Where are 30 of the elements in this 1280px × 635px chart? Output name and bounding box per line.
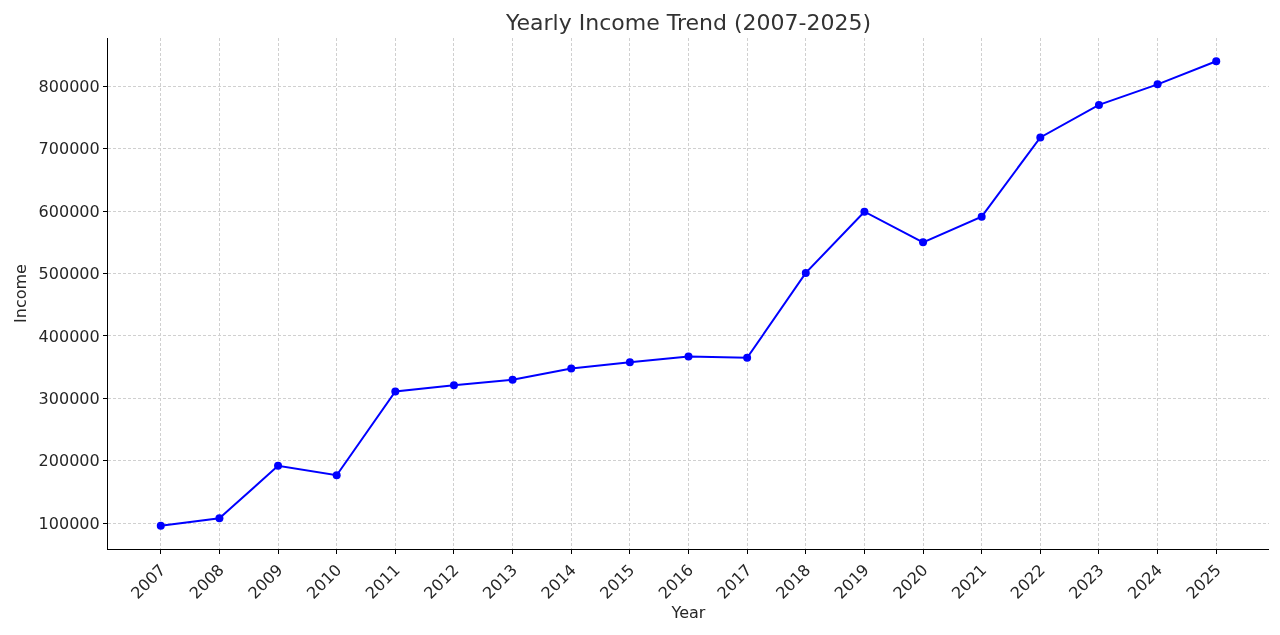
point: [801, 268, 810, 277]
point: [1094, 100, 1103, 109]
point: [567, 364, 576, 373]
point: [332, 471, 341, 480]
point: [977, 212, 986, 221]
point: [625, 358, 634, 367]
point: [1212, 57, 1221, 66]
point: [508, 375, 517, 384]
y-tick-label: 200000: [38, 451, 100, 471]
point: [743, 353, 752, 362]
point: [391, 387, 400, 396]
point: [449, 381, 458, 390]
point: [1153, 80, 1162, 89]
y-tick-label: 800000: [38, 76, 100, 96]
point: [156, 521, 165, 530]
point: [684, 352, 693, 361]
y-tick-label: 300000: [38, 389, 100, 408]
y-tick-label: 600000: [38, 201, 100, 221]
y-tick-label: 500000: [38, 264, 100, 284]
chart-title: Yearly Income Trend (2007-2025): [505, 9, 871, 35]
y-tick-label: 400000: [38, 326, 100, 346]
y-tick-label: 700000: [38, 139, 100, 159]
point: [919, 238, 928, 247]
y-tick-label: 100000: [38, 513, 100, 533]
x-axis-title: Year: [670, 602, 706, 622]
point: [1036, 133, 1045, 142]
point: [274, 461, 283, 470]
point: [860, 207, 869, 216]
point: [215, 514, 224, 523]
y-axis-title: Income: [10, 264, 30, 323]
